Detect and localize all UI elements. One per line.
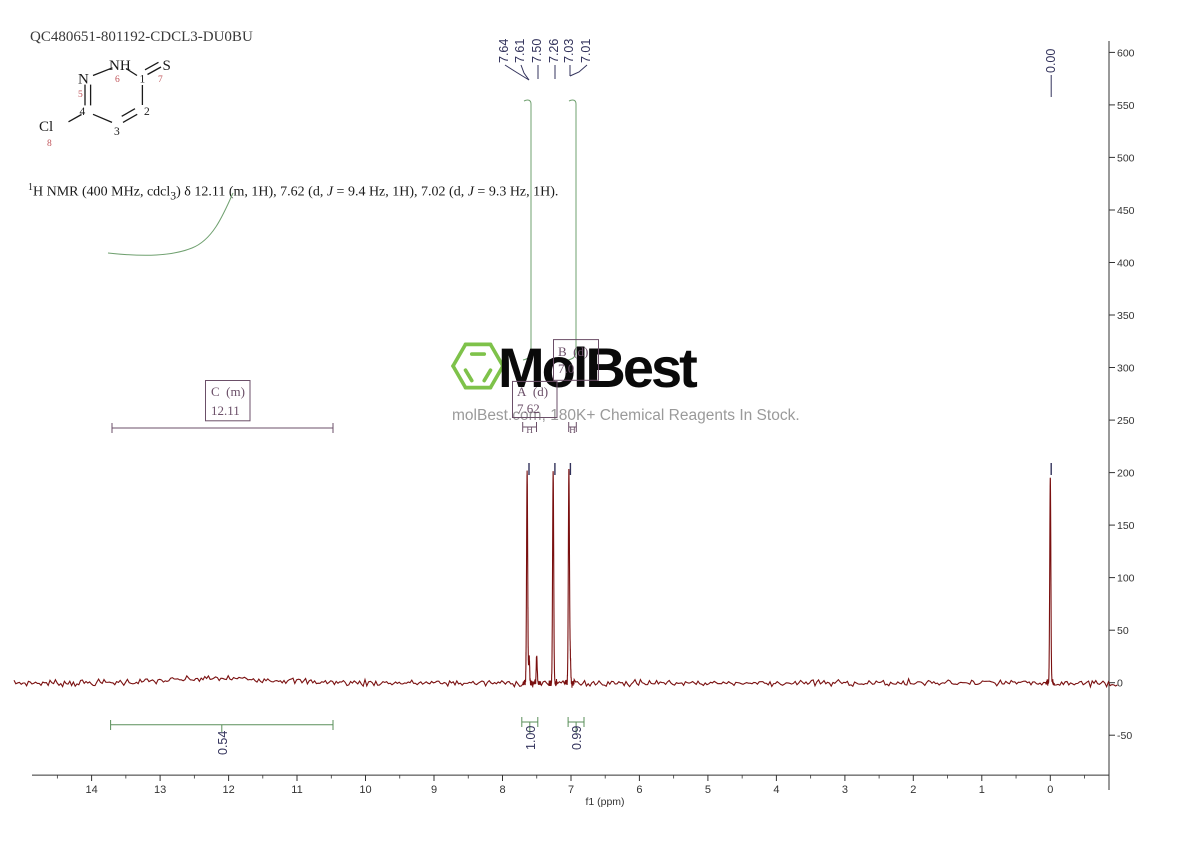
svg-text:5: 5	[705, 784, 711, 796]
svg-text:300: 300	[1117, 363, 1135, 375]
svg-text:0.54: 0.54	[216, 731, 230, 755]
svg-text:350: 350	[1117, 310, 1135, 322]
svg-text:14: 14	[85, 784, 97, 796]
svg-text:9: 9	[431, 784, 437, 796]
svg-text:0: 0	[1047, 784, 1053, 796]
svg-text:1: 1	[979, 784, 985, 796]
svg-text:7: 7	[568, 784, 574, 796]
svg-text:600: 600	[1117, 47, 1135, 59]
svg-text:1.00: 1.00	[524, 726, 538, 750]
svg-text:200: 200	[1117, 468, 1135, 480]
svg-text:-50: -50	[1117, 730, 1132, 742]
svg-text:10: 10	[359, 784, 371, 796]
svg-text:3: 3	[842, 784, 848, 796]
svg-text:50: 50	[1117, 625, 1129, 637]
svg-text:12: 12	[222, 784, 234, 796]
svg-text:8: 8	[499, 784, 505, 796]
svg-text:150: 150	[1117, 520, 1135, 532]
svg-text:13: 13	[154, 784, 166, 796]
svg-text:4: 4	[773, 784, 779, 796]
svg-text:250: 250	[1117, 415, 1135, 427]
svg-text:0.99: 0.99	[570, 726, 584, 750]
svg-text:450: 450	[1117, 205, 1135, 217]
svg-text:0: 0	[1117, 678, 1123, 690]
svg-text:11: 11	[291, 784, 302, 796]
svg-text:f1 (ppm): f1 (ppm)	[585, 796, 624, 808]
svg-text:550: 550	[1117, 100, 1135, 112]
svg-text:2: 2	[910, 784, 916, 796]
svg-text:400: 400	[1117, 258, 1135, 270]
svg-text:500: 500	[1117, 152, 1135, 164]
svg-text:6: 6	[636, 784, 642, 796]
svg-text:100: 100	[1117, 573, 1135, 585]
